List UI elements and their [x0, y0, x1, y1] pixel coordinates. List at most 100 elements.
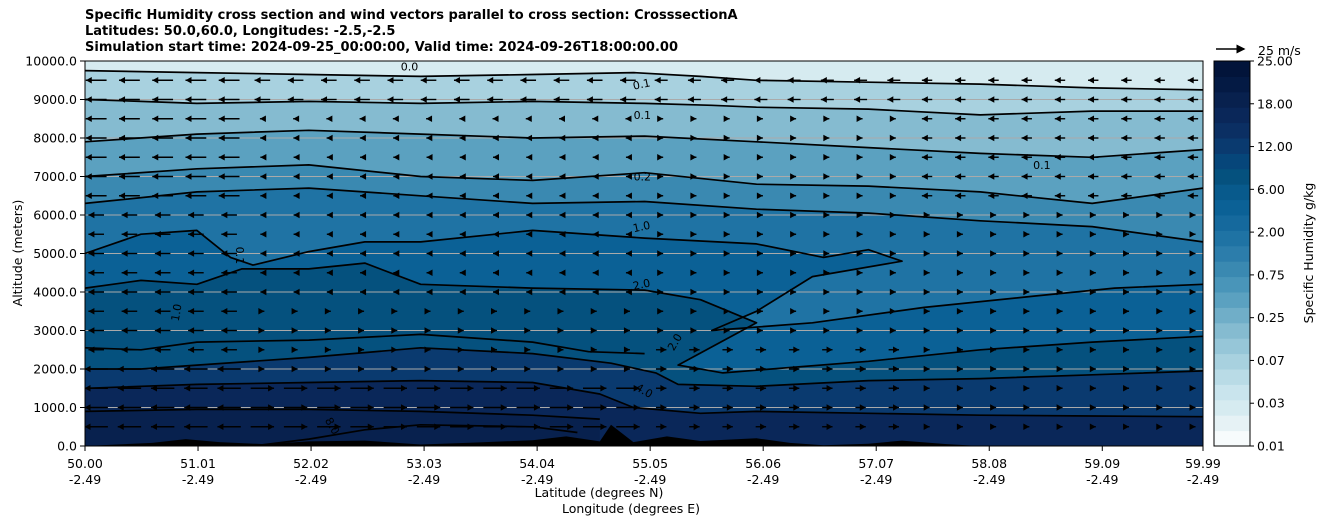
wind-arrow-head [559, 134, 566, 142]
wind-arrow-head [358, 365, 365, 373]
colorbar-segment-8 [1214, 307, 1250, 324]
wind-arrow-head [690, 250, 697, 257]
wind-arrow-head [1189, 327, 1196, 334]
x-tick-lon-2: -2.49 [295, 472, 327, 487]
wind-arrow-head [726, 404, 733, 411]
wind-arrow-head [859, 385, 866, 392]
wind-arrow-head [334, 404, 341, 411]
wind-arrow-head [121, 211, 128, 219]
wind-vectors [85, 77, 1199, 430]
wind-arrow-head [393, 154, 400, 161]
wind-arrow-head [723, 327, 730, 334]
wind-arrow-head [559, 250, 566, 257]
wind-arrow-head [259, 115, 266, 122]
wind-arrow-head [291, 365, 298, 373]
wind-arrow-head [1189, 423, 1196, 430]
wind-arrow-head [360, 173, 367, 180]
wind-arrow-head [287, 96, 294, 103]
wind-arrow-head [988, 154, 995, 161]
wind-arrow-head [260, 173, 267, 180]
wind-arrow-head [1156, 308, 1163, 315]
wind-arrow-head [990, 385, 997, 392]
wind-arrow-head [467, 423, 474, 430]
wind-arrow-head [859, 365, 866, 373]
wind-arrow-head [625, 192, 632, 199]
wind-arrow-head [1089, 269, 1096, 276]
wind-arrow-head [459, 211, 466, 219]
wind-arrow-head [1189, 365, 1196, 373]
wind-arrow-head [557, 346, 564, 353]
wind-arrow-head [854, 96, 861, 103]
wind-arrow-head [657, 173, 664, 180]
wind-arrow-head [434, 404, 441, 411]
wind-arrow-head [526, 154, 533, 161]
wind-arrow-head [487, 96, 494, 103]
y-axis: 0.0 1000.0 2000.0 3000.0 4000.0 5000.0 6000.0 7… [25, 54, 85, 454]
wind-arrow-head [592, 288, 599, 296]
wind-arrow-head [358, 308, 365, 315]
wind-arrow-head [889, 154, 896, 161]
wind-arrow-head [393, 269, 400, 276]
wind-arrow-head [387, 96, 394, 103]
wind-arrow-head [493, 250, 500, 257]
wind-arrow-head [823, 115, 830, 122]
wind-arrow-head [955, 192, 962, 199]
wind-arrow-head [1189, 288, 1196, 296]
wind-arrow-head [493, 269, 500, 276]
wind-arrow-head [823, 173, 830, 180]
wind-arrow-head [1056, 288, 1063, 296]
wind-arrow-head [823, 288, 830, 296]
contour-line-3 [85, 164, 1203, 205]
wind-arrow-head [85, 134, 92, 142]
wind-arrow-head [1187, 154, 1194, 161]
wind-arrow-head [218, 173, 225, 180]
wind-arrow-head [185, 192, 192, 199]
wind-arrow-head [533, 385, 540, 392]
wind-arrow-head [625, 231, 632, 238]
wind-arrow-head [955, 134, 962, 142]
wind-arrow-head [856, 308, 863, 315]
wind-arrow-head [1054, 115, 1061, 122]
wind-arrow-head [121, 346, 128, 353]
wind-arrow-head [533, 423, 540, 430]
wind-arrow-head [426, 288, 433, 296]
wind-arrow-head [856, 250, 863, 257]
wind-arrow-head [693, 385, 700, 392]
wind-arrow-head [1023, 269, 1030, 276]
wind-arrow-head [826, 404, 833, 411]
x-tick-lat-3: 53.03 [406, 456, 442, 471]
wind-arrow-head [85, 96, 92, 103]
wind-arrow-head [392, 115, 399, 122]
wind-arrow-head [401, 385, 408, 392]
wind-arrow-head [88, 327, 95, 334]
wind-arrow-head [823, 327, 830, 334]
wind-arrow-head [657, 154, 664, 161]
wind-arrow-head [85, 423, 91, 430]
wind-arrow-head [221, 308, 228, 315]
wind-arrow-head [459, 288, 466, 296]
wind-arrow-head [218, 154, 225, 161]
wind-arrow-head [988, 96, 995, 103]
wind-arrow-head [1189, 269, 1196, 276]
contour-label-7: 1.0 [169, 303, 185, 322]
wind-arrow-head [660, 385, 667, 392]
wind-arrow-head [85, 192, 92, 199]
wind-arrow-head [760, 423, 767, 430]
colorbar-tick-label-8: 18.00 [1257, 96, 1293, 111]
wind-arrow-head [524, 346, 531, 353]
wind-arrow-head [1154, 134, 1161, 142]
wind-arrow-head [354, 96, 361, 103]
wind-arrow-head [1187, 134, 1194, 142]
wind-arrow-head [221, 250, 228, 257]
wind-arrow-head [88, 211, 95, 219]
wind-arrow-head [321, 96, 328, 103]
wind-arrow-head [459, 115, 466, 122]
wind-arrow-head [754, 96, 761, 103]
wind-arrow-head [459, 231, 466, 238]
wind-arrow-head [88, 250, 95, 257]
wind-arrow-head [393, 288, 400, 296]
wind-arrow-head [660, 346, 667, 353]
chart-title-line-1: Specific Humidity cross section and wind… [85, 8, 738, 23]
wind-arrow-head [756, 308, 763, 315]
wind-arrow-head [1121, 154, 1128, 161]
